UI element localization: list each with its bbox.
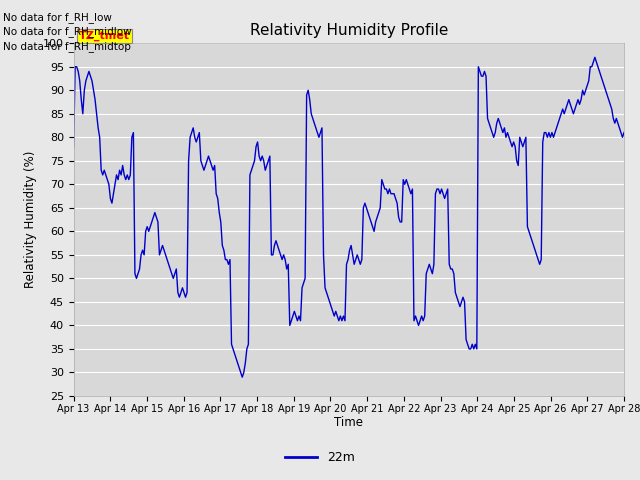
X-axis label: Time: Time: [334, 417, 364, 430]
Text: No data for f_RH_midtop: No data for f_RH_midtop: [3, 41, 131, 52]
Text: No data for f_RH_low: No data for f_RH_low: [3, 12, 112, 23]
Title: Relativity Humidity Profile: Relativity Humidity Profile: [250, 23, 448, 38]
Text: TZ_tmet: TZ_tmet: [79, 31, 130, 41]
Legend: 22m: 22m: [280, 446, 360, 469]
Text: No data for f_RH_midlow: No data for f_RH_midlow: [3, 26, 132, 37]
Y-axis label: Relativity Humidity (%): Relativity Humidity (%): [24, 151, 37, 288]
